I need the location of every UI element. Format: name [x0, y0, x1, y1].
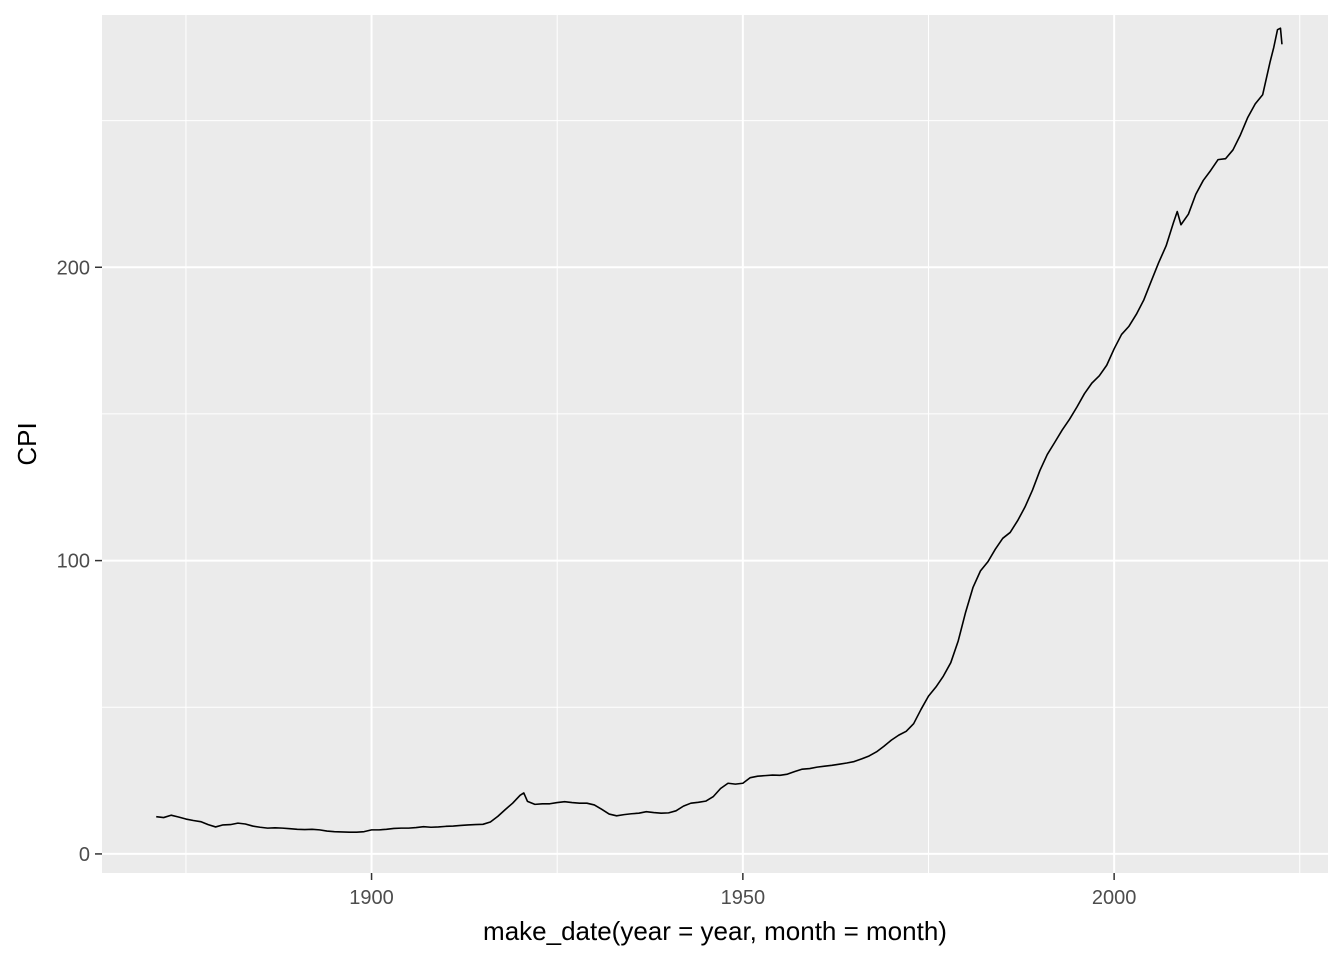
y-tick-label: 100	[57, 551, 90, 573]
x-tick-label: 1900	[349, 887, 394, 909]
x-axis-title: make_date(year = year, month = month)	[483, 916, 947, 946]
major-gridlines	[102, 15, 1328, 873]
y-tick-label: 200	[57, 257, 90, 279]
minor-gridlines	[102, 15, 1328, 873]
plot-panel	[102, 15, 1328, 873]
x-tick-label: 2000	[1092, 887, 1137, 909]
y-axis-title: CPI	[12, 422, 42, 465]
y-tick-label: 0	[79, 844, 90, 866]
y-axis: 0 100 200	[57, 257, 102, 866]
x-tick-label: 1950	[721, 887, 766, 909]
x-axis: 1900 1950 2000	[349, 873, 1136, 909]
series-line-cpi	[156, 27, 1283, 834]
